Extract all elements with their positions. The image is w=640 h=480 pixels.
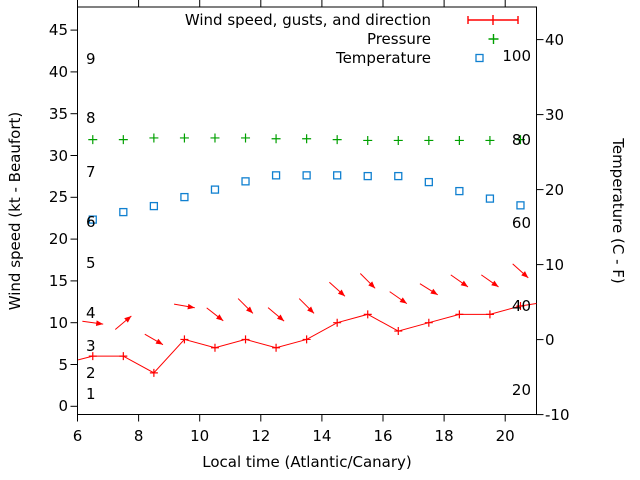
legend-item-pressure: Pressure — [185, 29, 521, 48]
legend-label-wind: Wind speed, gusts, and direction — [184, 10, 431, 29]
legend-label-temperature: Temperature — [335, 48, 431, 67]
pressure-series — [88, 133, 525, 145]
legend-label-pressure: Pressure — [366, 29, 431, 48]
legend: Wind speed, gusts, and direction Pressur… — [185, 10, 521, 67]
y-axis-title: Wind speed (kt - Beaufort) — [6, 111, 24, 311]
pressure-legend-sample-icon — [488, 33, 499, 44]
y2-axis-title: Temperature (C - F) — [609, 138, 627, 284]
legend-item-wind: Wind speed, gusts, and direction — [185, 10, 521, 29]
wind-series — [77, 301, 537, 377]
x-axis-title: Local time (Atlantic/Canary) — [202, 453, 412, 471]
legend-item-temperature: Temperature — [185, 48, 521, 67]
wind-legend-sample-icon — [467, 14, 519, 25]
axes — [70, 0, 544, 422]
temperature-series — [88, 171, 525, 224]
direction-arrows — [82, 263, 529, 346]
temperature-legend-sample-icon — [475, 53, 484, 62]
